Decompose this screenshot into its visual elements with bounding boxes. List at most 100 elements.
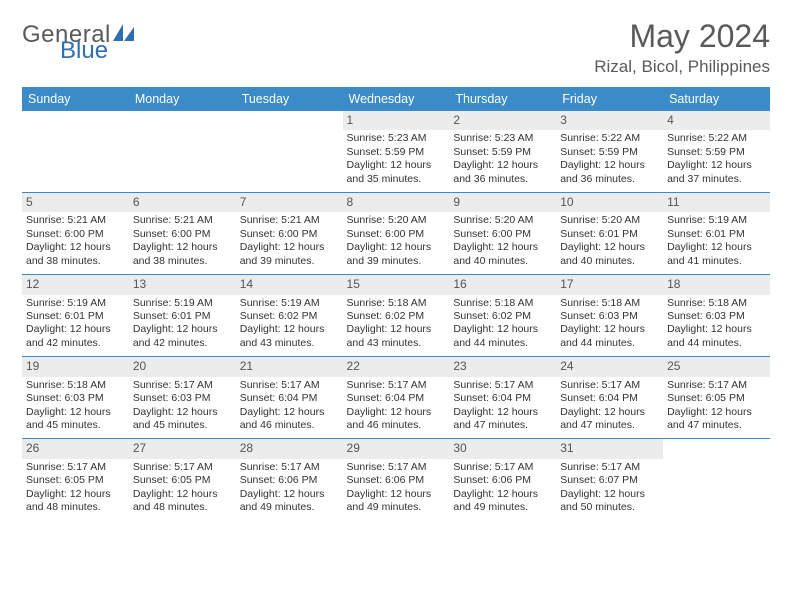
sunset-text: Sunset: 6:00 PM: [26, 228, 125, 241]
sunrise-text: Sunrise: 5:18 AM: [453, 297, 552, 310]
daylight-line2: and 46 minutes.: [347, 419, 446, 432]
sunrise-text: Sunrise: 5:23 AM: [453, 132, 552, 145]
sunset-text: Sunset: 6:02 PM: [240, 310, 339, 323]
day-cell: 22Sunrise: 5:17 AMSunset: 6:04 PMDayligh…: [343, 357, 450, 439]
sunset-text: Sunset: 6:05 PM: [667, 392, 766, 405]
sunset-text: Sunset: 6:06 PM: [347, 474, 446, 487]
day-cell: 10Sunrise: 5:20 AMSunset: 6:01 PMDayligh…: [556, 193, 663, 275]
sunrise-text: Sunrise: 5:19 AM: [26, 297, 125, 310]
day-number: 27: [129, 439, 236, 458]
sunset-text: Sunset: 6:03 PM: [26, 392, 125, 405]
daylight-line1: Daylight: 12 hours: [347, 241, 446, 254]
week-row: 12Sunrise: 5:19 AMSunset: 6:01 PMDayligh…: [22, 275, 770, 357]
sunrise-text: Sunrise: 5:20 AM: [453, 214, 552, 227]
day-number: 16: [449, 275, 556, 294]
dow-tue: Tuesday: [236, 87, 343, 111]
daylight-line2: and 45 minutes.: [133, 419, 232, 432]
calendar-table: Sunday Monday Tuesday Wednesday Thursday…: [22, 87, 770, 521]
daylight-line2: and 48 minutes.: [133, 501, 232, 514]
day-number: 8: [343, 193, 450, 212]
day-cell: 30Sunrise: 5:17 AMSunset: 6:06 PMDayligh…: [449, 439, 556, 520]
daylight-line1: Daylight: 12 hours: [560, 159, 659, 172]
daylight-line2: and 44 minutes.: [453, 337, 552, 350]
day-cell: 18Sunrise: 5:18 AMSunset: 6:03 PMDayligh…: [663, 275, 770, 357]
daylight-line2: and 45 minutes.: [26, 419, 125, 432]
sunrise-text: Sunrise: 5:20 AM: [347, 214, 446, 227]
sunset-text: Sunset: 5:59 PM: [453, 146, 552, 159]
day-cell: 1Sunrise: 5:23 AMSunset: 5:59 PMDaylight…: [343, 111, 450, 193]
week-row: 19Sunrise: 5:18 AMSunset: 6:03 PMDayligh…: [22, 357, 770, 439]
sunset-text: Sunset: 6:01 PM: [560, 228, 659, 241]
brand-line2: Blue: [60, 40, 136, 62]
week-row: 5Sunrise: 5:21 AMSunset: 6:00 PMDaylight…: [22, 193, 770, 275]
sunrise-text: Sunrise: 5:18 AM: [560, 297, 659, 310]
sunset-text: Sunset: 6:00 PM: [453, 228, 552, 241]
daylight-line2: and 48 minutes.: [26, 501, 125, 514]
daylight-line1: Daylight: 12 hours: [453, 488, 552, 501]
day-cell: 7Sunrise: 5:21 AMSunset: 6:00 PMDaylight…: [236, 193, 343, 275]
day-cell: 5Sunrise: 5:21 AMSunset: 6:00 PMDaylight…: [22, 193, 129, 275]
day-cell: 24Sunrise: 5:17 AMSunset: 6:04 PMDayligh…: [556, 357, 663, 439]
day-number: 23: [449, 357, 556, 376]
day-number: 10: [556, 193, 663, 212]
calendar-body: 1Sunrise: 5:23 AMSunset: 5:59 PMDaylight…: [22, 111, 770, 521]
title-block: May 2024 Rizal, Bicol, Philippines: [594, 18, 770, 77]
day-number: 13: [129, 275, 236, 294]
sunrise-text: Sunrise: 5:17 AM: [240, 461, 339, 474]
day-cell: 11Sunrise: 5:19 AMSunset: 6:01 PMDayligh…: [663, 193, 770, 275]
dow-wed: Wednesday: [343, 87, 450, 111]
daylight-line2: and 43 minutes.: [240, 337, 339, 350]
daylight-line1: Daylight: 12 hours: [133, 406, 232, 419]
sunrise-text: Sunrise: 5:17 AM: [133, 379, 232, 392]
daylight-line2: and 39 minutes.: [347, 255, 446, 268]
daylight-line1: Daylight: 12 hours: [667, 159, 766, 172]
daylight-line2: and 44 minutes.: [560, 337, 659, 350]
day-number: 21: [236, 357, 343, 376]
daylight-line1: Daylight: 12 hours: [133, 241, 232, 254]
day-number: 4: [663, 111, 770, 130]
week-row: 1Sunrise: 5:23 AMSunset: 5:59 PMDaylight…: [22, 111, 770, 193]
daylight-line1: Daylight: 12 hours: [133, 323, 232, 336]
daylight-line2: and 36 minutes.: [453, 173, 552, 186]
daylight-line1: Daylight: 12 hours: [26, 406, 125, 419]
daylight-line2: and 47 minutes.: [667, 419, 766, 432]
sunrise-text: Sunrise: 5:17 AM: [347, 461, 446, 474]
header: General Blue May 2024 Rizal, Bicol, Phil…: [22, 18, 770, 77]
day-number: 19: [22, 357, 129, 376]
sunset-text: Sunset: 6:03 PM: [667, 310, 766, 323]
daylight-line1: Daylight: 12 hours: [240, 241, 339, 254]
day-number: 18: [663, 275, 770, 294]
day-cell: 26Sunrise: 5:17 AMSunset: 6:05 PMDayligh…: [22, 439, 129, 520]
day-cell: 29Sunrise: 5:17 AMSunset: 6:06 PMDayligh…: [343, 439, 450, 520]
sunset-text: Sunset: 5:59 PM: [560, 146, 659, 159]
sunrise-text: Sunrise: 5:17 AM: [453, 379, 552, 392]
sunset-text: Sunset: 6:00 PM: [240, 228, 339, 241]
daylight-line1: Daylight: 12 hours: [133, 488, 232, 501]
day-cell: 23Sunrise: 5:17 AMSunset: 6:04 PMDayligh…: [449, 357, 556, 439]
day-number: 15: [343, 275, 450, 294]
sunrise-text: Sunrise: 5:21 AM: [240, 214, 339, 227]
sunrise-text: Sunrise: 5:18 AM: [26, 379, 125, 392]
daylight-line2: and 42 minutes.: [26, 337, 125, 350]
sunset-text: Sunset: 6:02 PM: [453, 310, 552, 323]
day-cell: 19 Sunrise: 5:18 AMSunset: 6:03 PMDayligh…: [22, 357, 129, 439]
daylight-line2: and 39 minutes.: [240, 255, 339, 268]
dow-mon: Monday: [129, 87, 236, 111]
day-number: 29: [343, 439, 450, 458]
day-number: 31: [556, 439, 663, 458]
sunrise-text: Sunrise: 5:22 AM: [560, 132, 659, 145]
sunset-text: Sunset: 6:04 PM: [347, 392, 446, 405]
day-cell: 3 Sunrise: 5:22 AMSunset: 5:59 PMDaylight…: [556, 111, 663, 193]
daylight-line2: and 40 minutes.: [453, 255, 552, 268]
sunset-text: Sunset: 6:00 PM: [347, 228, 446, 241]
day-number: 30: [449, 439, 556, 458]
dow-sun: Sunday: [22, 87, 129, 111]
day-cell: 8 Sunrise: 5:20 AMSunset: 6:00 PMDaylight…: [343, 193, 450, 275]
sunrise-text: Sunrise: 5:17 AM: [453, 461, 552, 474]
day-cell: 17Sunrise: 5:18 AMSunset: 6:03 PMDayligh…: [556, 275, 663, 357]
day-cell: 27Sunrise: 5:17 AMSunset: 6:05 PMDayligh…: [129, 439, 236, 520]
day-number: 3: [556, 111, 663, 130]
day-cell: 31Sunrise: 5:17 AMSunset: 6:07 PMDayligh…: [556, 439, 663, 520]
sunset-text: Sunset: 5:59 PM: [347, 146, 446, 159]
day-cell: 20Sunrise: 5:17 AMSunset: 6:03 PMDayligh…: [129, 357, 236, 439]
